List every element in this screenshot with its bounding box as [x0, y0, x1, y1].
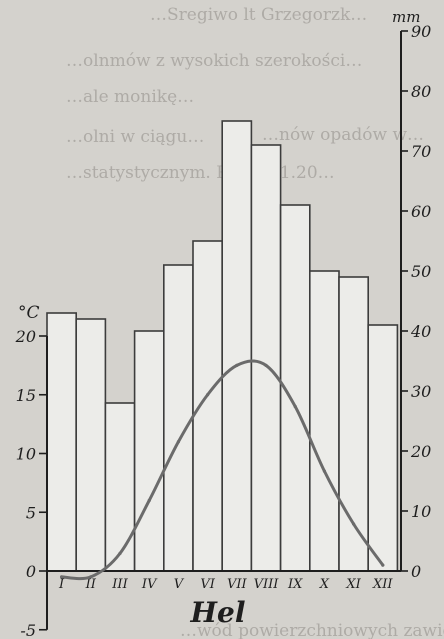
left-axis-tick-label: 20 [15, 327, 36, 346]
right-axis-tick-label: 60 [411, 202, 431, 221]
temperature-point [147, 498, 151, 503]
month-label: VI [200, 577, 215, 592]
temperature-point [206, 393, 210, 397]
precipitation-bar [221, 120, 253, 572]
left-axis-unit-label: °C [18, 303, 40, 323]
right-axis-tick-label: 80 [411, 82, 431, 101]
temperature-point [264, 363, 268, 367]
right-axis-tick-label: 10 [411, 502, 431, 521]
temperature-point [322, 469, 326, 473]
right-axis-tick-label: 50 [411, 262, 431, 281]
background-text-line: …olnmów z wysokich szerokości… [66, 51, 362, 71]
right-axis-tick-label: 30 [411, 382, 431, 401]
temperature-point [381, 563, 385, 567]
temperature-point [60, 575, 64, 579]
background-text-line: …nów opadów w… [262, 125, 424, 145]
background-text-line: …ale monikę… [66, 87, 194, 107]
right-axis-tick-label: 70 [411, 142, 431, 161]
precipitation-bar [46, 312, 78, 572]
right-axis-tick-label: 40 [410, 322, 431, 341]
month-label: VIII [254, 577, 280, 592]
right-axis-tick-label: 90 [411, 22, 431, 41]
precipitation-bar [308, 270, 340, 572]
month-label: VII [227, 577, 248, 592]
left-axis-tick-label: 0 [26, 562, 36, 581]
temperature-line-group [60, 359, 385, 581]
right-axis-tick-label: 20 [410, 442, 431, 461]
month-label: III [111, 577, 128, 592]
month-label: XII [372, 577, 393, 592]
left-axis-tick-label: 15 [16, 386, 36, 405]
precipitation-bar [338, 276, 370, 572]
right-axis-tick-label: 0 [411, 562, 421, 581]
axes [39, 30, 408, 631]
temperature-point [235, 363, 239, 367]
background-text-line: …statystycznym. Rycina 1.20… [66, 163, 335, 183]
precipitation-bar [250, 144, 282, 572]
temperature-point [176, 440, 180, 444]
temperature-point [89, 575, 93, 579]
month-label: X [319, 577, 330, 592]
temperature-point [352, 522, 356, 526]
background-text-line: …olni w ciągu… [66, 127, 204, 147]
left-axis-tick-label: -5 [20, 621, 36, 639]
chart-title: Hel [190, 596, 246, 629]
month-label: V [174, 577, 185, 592]
precipitation-bar [192, 240, 224, 572]
left-axis-tick-label: 5 [26, 503, 36, 522]
month-label: IV [141, 577, 158, 592]
month-label: I [58, 577, 65, 592]
temperature-line [60, 359, 385, 581]
background-text-line: …Sregiwo lt Grzegorzk… [150, 5, 367, 25]
precipitation-bar [367, 324, 399, 572]
precipitation-bar [75, 318, 107, 572]
precipitation-bar [163, 264, 194, 572]
precipitation-bar [104, 402, 136, 572]
background-text-line: …wód powierzchniowych zawiera… [180, 621, 444, 639]
right-axis-unit-label: mm [392, 8, 420, 26]
left-axis-tick-label: 10 [16, 445, 36, 464]
temperature-point [118, 551, 122, 555]
precipitation-bars [46, 120, 399, 572]
temperature-point [293, 404, 297, 409]
month-label: XI [345, 577, 361, 592]
precipitation-bar [133, 330, 165, 572]
month-label: IX [287, 577, 303, 592]
month-label: II [85, 577, 97, 592]
